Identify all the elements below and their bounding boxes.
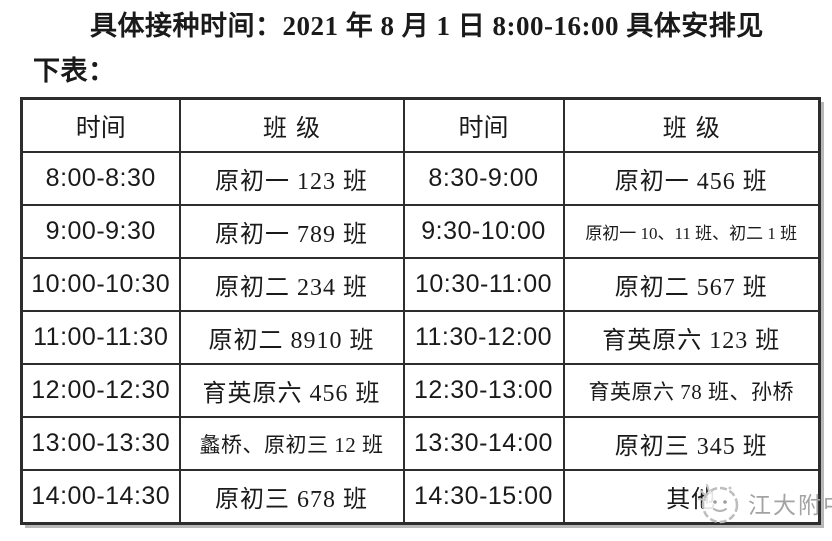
class-cell: 原初一 789 班 — [178, 204, 405, 259]
intro-line-1: 具体接种时间：2021 年 8 月 1 日 8:00-16:00 具体安排见 — [90, 11, 764, 41]
schedule-table: 时间 班级 时间 班级 8:00-8:30 原初一 123 班 8:30-9:0… — [20, 97, 821, 525]
class-cell: 原初一 123 班 — [178, 151, 405, 206]
class-cell: 原初三 678 班 — [178, 469, 405, 525]
table-row: 12:00-12:30 育英原六 456 班 12:30-13:00 育英原六 … — [20, 363, 821, 418]
class-cell: 原初二 8910 班 — [178, 310, 405, 365]
time-cell: 9:00-9:30 — [20, 204, 181, 259]
header-row: 时间 班级 时间 班级 — [20, 97, 821, 153]
time-cell: 9:30-10:00 — [402, 204, 565, 259]
table-row: 9:00-9:30 原初一 789 班 9:30-10:00 原初一 10、11… — [20, 204, 821, 259]
class-cell: 原初二 234 班 — [178, 257, 405, 312]
class-cell: 蠡桥、原初三 12 班 — [178, 416, 405, 471]
class-cell: 原初一 456 班 — [562, 151, 821, 206]
column-header-time-left: 时间 — [20, 97, 181, 153]
column-header-class-left: 班级 — [178, 97, 405, 153]
time-cell: 10:30-11:00 — [402, 257, 565, 312]
intro-text: 具体接种时间：2021 年 8 月 1 日 8:00-16:00 具体安排见 下… — [33, 4, 822, 94]
time-cell: 10:00-10:30 — [20, 257, 181, 312]
class-cell: 育英原六 123 班 — [562, 310, 821, 365]
time-cell: 8:00-8:30 — [20, 151, 181, 206]
table-row: 8:00-8:30 原初一 123 班 8:30-9:00 原初一 456 班 — [20, 151, 821, 206]
class-cell: 育英原六 456 班 — [178, 363, 405, 418]
time-cell: 13:30-14:00 — [402, 416, 565, 471]
table-row: 10:00-10:30 原初二 234 班 10:30-11:00 原初二 56… — [20, 257, 821, 312]
class-cell: 原初三 345 班 — [562, 416, 821, 471]
class-cell: 育英原六 78 班、孙桥 — [562, 363, 821, 418]
time-cell: 11:30-12:00 — [402, 310, 565, 365]
class-cell: 原初一 10、11 班、初二 1 班 — [562, 204, 821, 259]
time-cell: 12:00-12:30 — [20, 363, 181, 418]
table-row: 13:00-13:30 蠡桥、原初三 12 班 13:30-14:00 原初三 … — [20, 416, 821, 471]
time-cell: 8:30-9:00 — [402, 151, 565, 206]
time-cell: 13:00-13:30 — [20, 416, 181, 471]
table-row: 14:00-14:30 原初三 678 班 14:30-15:00 其他 — [20, 469, 821, 525]
class-cell: 原初二 567 班 — [562, 257, 821, 312]
column-header-time-right: 时间 — [402, 97, 565, 153]
table-row: 11:00-11:30 原初二 8910 班 11:30-12:00 育英原六 … — [20, 310, 821, 365]
class-cell: 其他 — [562, 469, 821, 525]
column-header-class-right: 班级 — [562, 97, 821, 153]
time-cell: 14:30-15:00 — [402, 469, 565, 525]
intro-line-2: 下表： — [33, 56, 116, 86]
time-cell: 11:00-11:30 — [20, 310, 181, 365]
time-cell: 14:00-14:30 — [20, 469, 181, 525]
time-cell: 12:30-13:00 — [402, 363, 565, 418]
